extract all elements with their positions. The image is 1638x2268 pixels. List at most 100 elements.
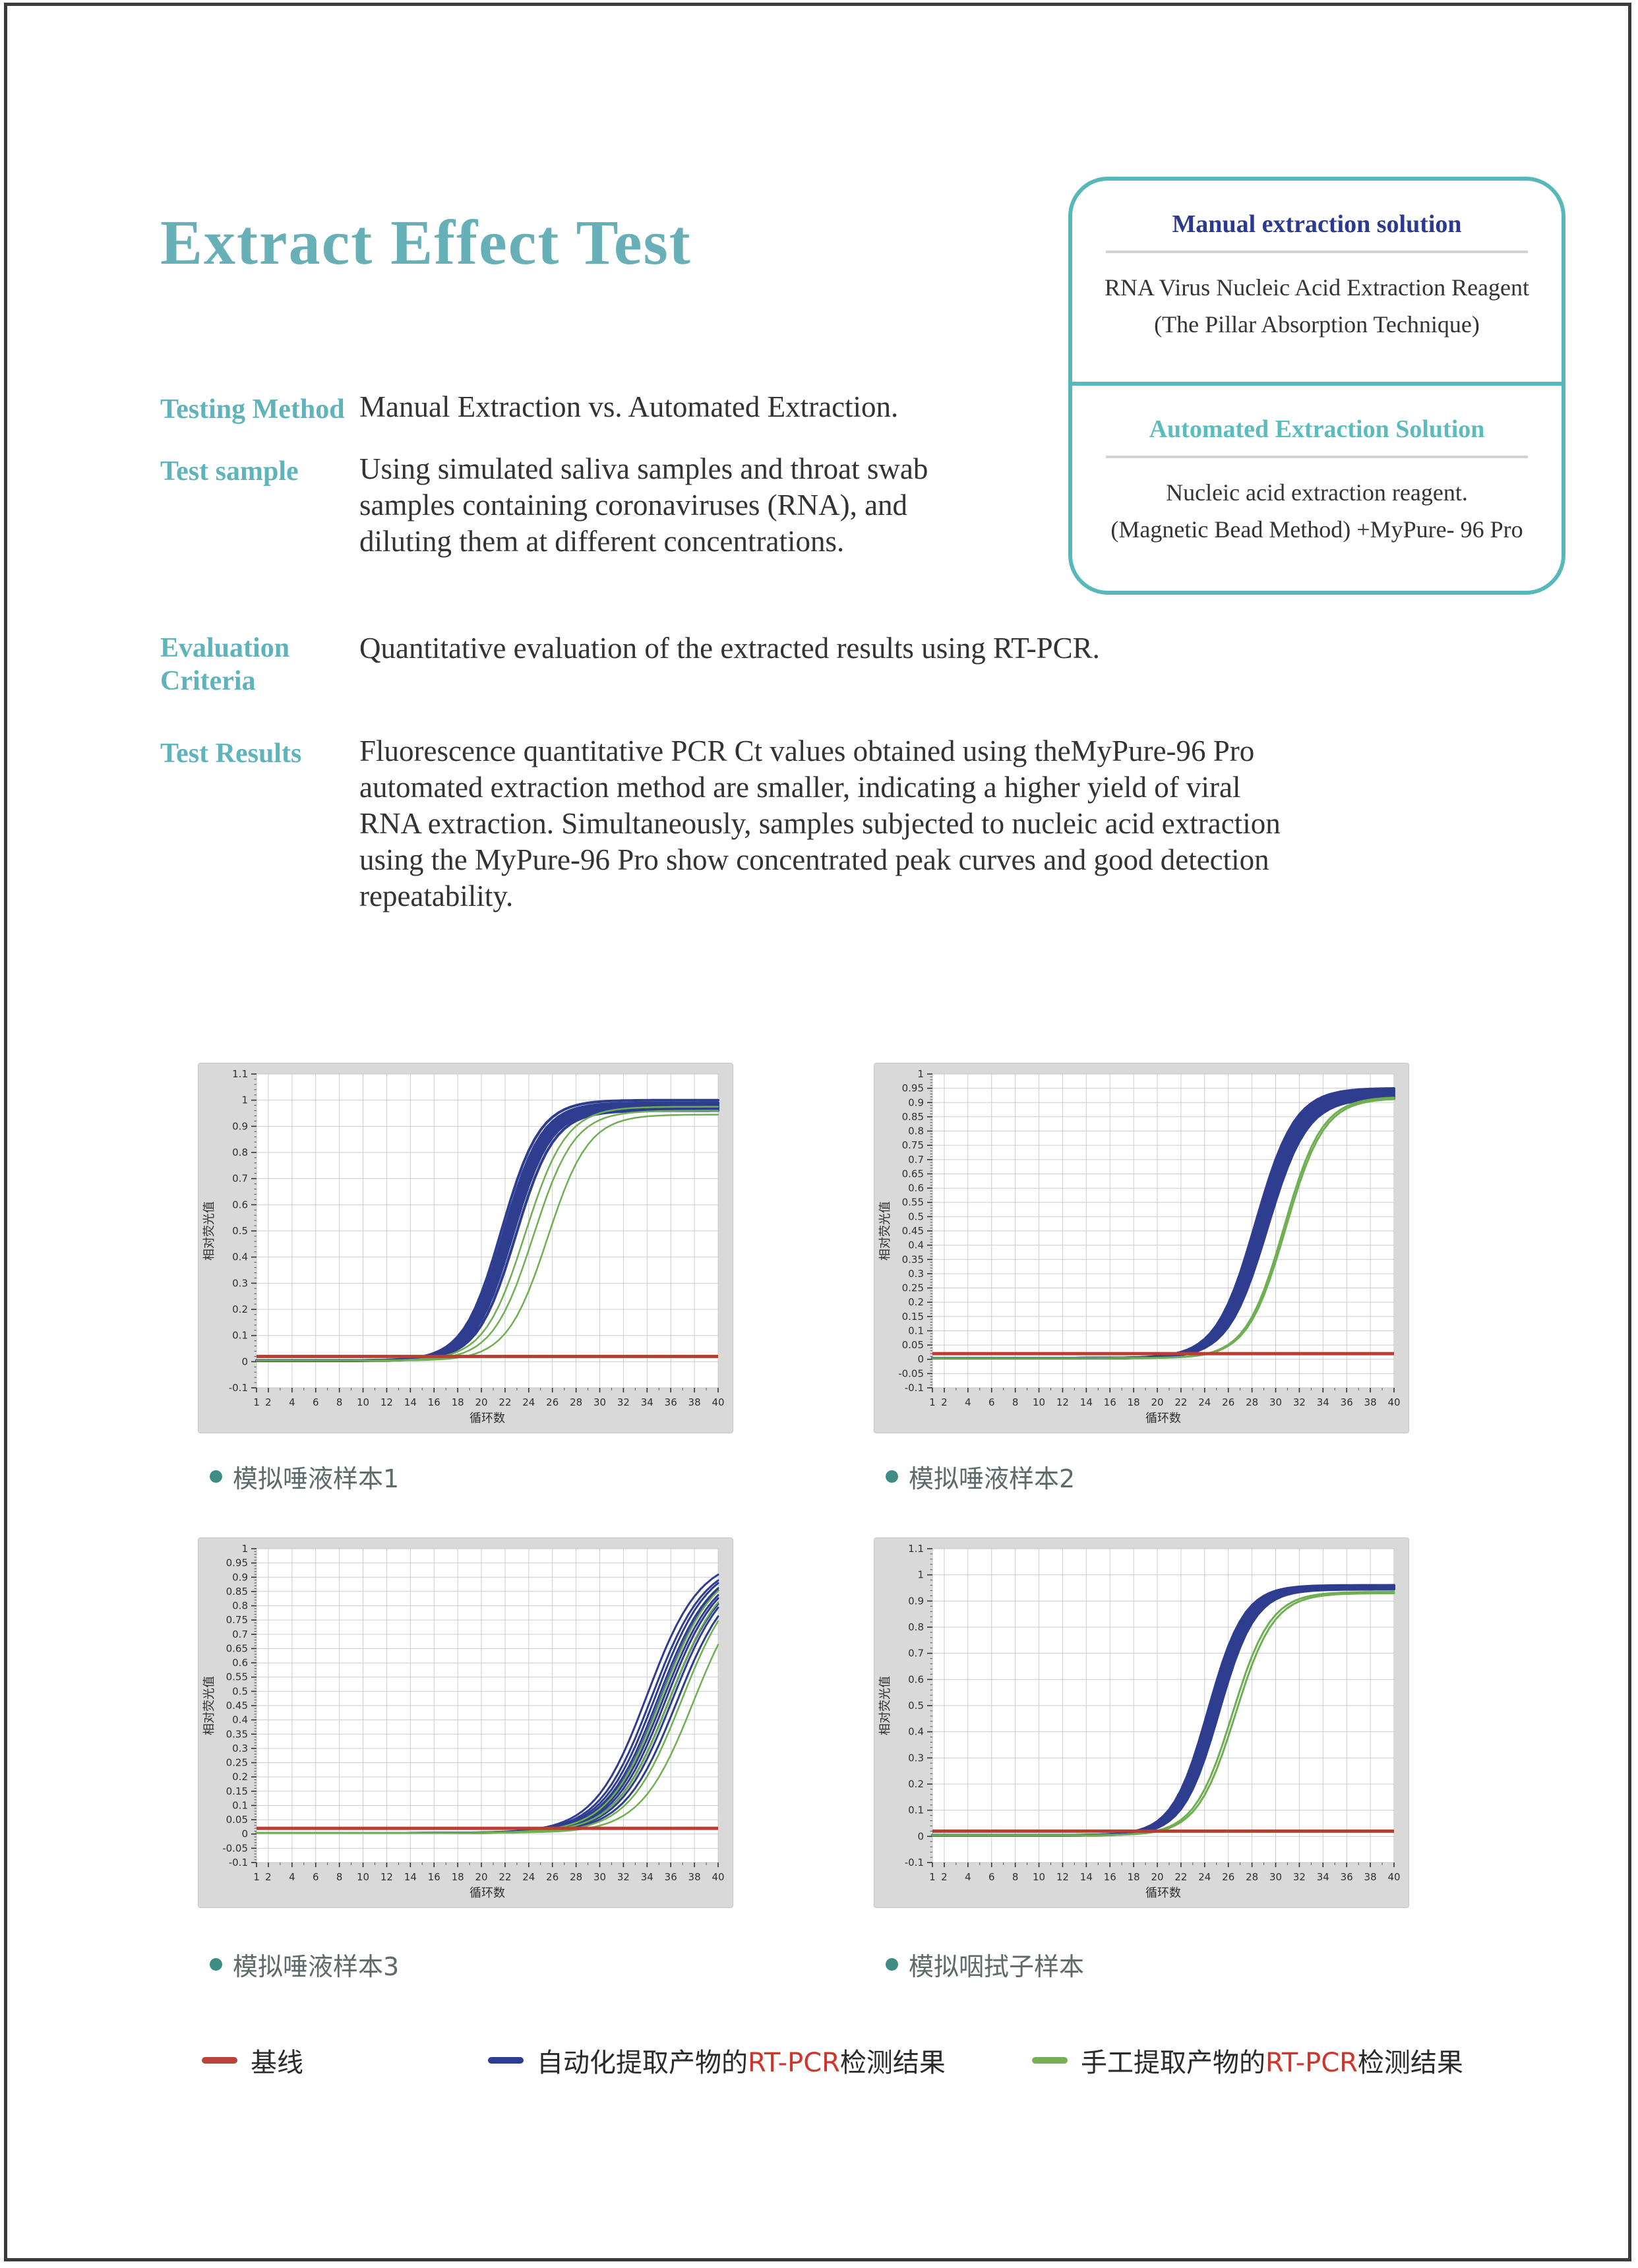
caption-saliva-sample-1: 模拟唾液样本1 xyxy=(210,1458,399,1495)
svg-text:4: 4 xyxy=(965,1396,971,1408)
svg-text:26: 26 xyxy=(1222,1871,1234,1883)
svg-text:20: 20 xyxy=(1151,1396,1163,1408)
svg-text:32: 32 xyxy=(617,1871,630,1883)
svg-text:24: 24 xyxy=(522,1396,535,1408)
svg-text:0.95: 0.95 xyxy=(226,1557,248,1569)
svg-text:1: 1 xyxy=(917,1569,924,1581)
svg-text:2: 2 xyxy=(265,1871,272,1883)
svg-text:24: 24 xyxy=(522,1871,535,1883)
svg-text:12: 12 xyxy=(1056,1871,1069,1883)
svg-text:4: 4 xyxy=(289,1871,295,1883)
svg-text:14: 14 xyxy=(404,1396,417,1408)
svg-text:38: 38 xyxy=(688,1396,701,1408)
svg-text:0.3: 0.3 xyxy=(232,1743,248,1754)
svg-text:相对荧光值: 相对荧光值 xyxy=(202,1201,216,1261)
svg-text:-0.1: -0.1 xyxy=(229,1382,248,1394)
svg-text:18: 18 xyxy=(1128,1871,1140,1883)
svg-text:30: 30 xyxy=(1269,1871,1282,1883)
label-evaluation-criteria: Evaluation Criteria xyxy=(160,633,290,696)
svg-text:相对荧光值: 相对荧光值 xyxy=(878,1201,892,1261)
svg-text:0.25: 0.25 xyxy=(902,1282,924,1294)
svg-text:32: 32 xyxy=(1293,1396,1306,1408)
svg-text:-0.05: -0.05 xyxy=(222,1842,248,1854)
svg-text:28: 28 xyxy=(1246,1871,1258,1883)
svg-text:18: 18 xyxy=(452,1871,464,1883)
svg-text:0.4: 0.4 xyxy=(232,1251,248,1263)
svg-text:-0.1: -0.1 xyxy=(905,1382,924,1394)
svg-text:12: 12 xyxy=(380,1396,393,1408)
svg-text:0.3: 0.3 xyxy=(908,1752,924,1764)
text-evaluation-criteria: Quantitative evaluation of the extracted… xyxy=(359,632,1100,665)
svg-text:10: 10 xyxy=(1033,1871,1045,1883)
divider xyxy=(1106,251,1528,253)
svg-text:40: 40 xyxy=(712,1871,724,1883)
bullet-icon xyxy=(210,1958,222,1971)
manual-extraction-line1: RNA Virus Nucleic Acid Extraction Reagen… xyxy=(1104,274,1530,301)
svg-text:8: 8 xyxy=(336,1396,343,1408)
svg-text:40: 40 xyxy=(1387,1396,1400,1408)
text-test-sample: Using simulated saliva samples and throa… xyxy=(359,452,928,558)
svg-text:32: 32 xyxy=(617,1396,630,1408)
svg-text:18: 18 xyxy=(1128,1396,1140,1408)
svg-text:16: 16 xyxy=(428,1871,440,1883)
svg-text:0.2: 0.2 xyxy=(908,1778,924,1790)
svg-text:0.8: 0.8 xyxy=(232,1147,248,1158)
svg-text:1: 1 xyxy=(929,1396,936,1408)
svg-text:8: 8 xyxy=(336,1871,343,1883)
svg-text:0.1: 0.1 xyxy=(908,1325,924,1336)
svg-text:0.45: 0.45 xyxy=(902,1225,924,1237)
svg-text:0.9: 0.9 xyxy=(232,1120,248,1132)
amplification-plot: -0.100.10.20.30.40.50.60.70.80.911.11 2 4 6… xyxy=(202,1068,725,1425)
svg-text:10: 10 xyxy=(357,1396,369,1408)
svg-text:0.35: 0.35 xyxy=(226,1728,248,1740)
svg-text:0.8: 0.8 xyxy=(908,1125,924,1137)
bullet-icon xyxy=(886,1958,898,1971)
svg-text:0.2: 0.2 xyxy=(232,1303,248,1315)
svg-text:8: 8 xyxy=(1012,1871,1019,1883)
svg-text:0.9: 0.9 xyxy=(908,1595,924,1607)
automated-extraction-line1: Nucleic acid extraction reagent. xyxy=(1166,479,1468,506)
pcr-chart-throat-swab-sample: -0.1 0 0.1 0.2 0.3 0.4 0.5 0.6 0.7 0.8 0.9 1 1.1 1 2 4 6… xyxy=(874,1537,1409,1908)
svg-text:22: 22 xyxy=(1174,1396,1187,1408)
svg-text:0.05: 0.05 xyxy=(226,1814,248,1826)
svg-text:0.35: 0.35 xyxy=(902,1253,924,1265)
legend-item-automated: 自动化提取产物的RT-PCR检测结果 xyxy=(488,2041,946,2079)
caption-saliva-sample-3: 模拟唾液样本3 xyxy=(210,1946,399,1983)
svg-text:0.75: 0.75 xyxy=(902,1139,924,1151)
svg-text:0.1: 0.1 xyxy=(908,1805,924,1816)
svg-text:0.15: 0.15 xyxy=(902,1311,924,1323)
svg-text:28: 28 xyxy=(1246,1396,1258,1408)
svg-text:40: 40 xyxy=(712,1396,724,1408)
svg-text:0.65: 0.65 xyxy=(902,1168,924,1179)
svg-text:36: 36 xyxy=(665,1871,677,1883)
svg-text:0.8: 0.8 xyxy=(232,1600,248,1612)
pcr-chart-saliva-sample-2: -0.1 -0.05 0 0.05 0.1 0.15 0.2 0.25 0.3 0.35 0.4 0.… xyxy=(874,1063,1409,1433)
label-test-results: Test Results xyxy=(160,738,302,769)
svg-text:26: 26 xyxy=(546,1871,559,1883)
svg-text:2: 2 xyxy=(941,1871,948,1883)
svg-text:4: 4 xyxy=(965,1871,971,1883)
svg-text:0.4: 0.4 xyxy=(908,1239,924,1251)
svg-text:38: 38 xyxy=(1364,1871,1377,1883)
svg-text:循环数: 循环数 xyxy=(1145,1412,1181,1425)
svg-text:1: 1 xyxy=(253,1396,260,1408)
svg-text:18: 18 xyxy=(452,1396,464,1408)
svg-text:28: 28 xyxy=(570,1396,582,1408)
svg-text:0.65: 0.65 xyxy=(226,1642,248,1654)
svg-text:0.45: 0.45 xyxy=(226,1700,248,1712)
svg-text:6: 6 xyxy=(313,1396,319,1408)
svg-text:30: 30 xyxy=(593,1396,606,1408)
svg-text:0: 0 xyxy=(241,1356,248,1367)
svg-text:0.9: 0.9 xyxy=(232,1571,248,1583)
svg-text:34: 34 xyxy=(1317,1396,1329,1408)
automated-extraction-section: Automated Extraction Solution Nucleic ac… xyxy=(1072,386,1562,587)
svg-text:0.5: 0.5 xyxy=(232,1225,248,1237)
svg-text:0.7: 0.7 xyxy=(232,1173,248,1185)
legend-swatch-manual xyxy=(1032,2057,1068,2064)
svg-text:34: 34 xyxy=(1317,1871,1329,1883)
svg-text:26: 26 xyxy=(1222,1396,1234,1408)
svg-text:0: 0 xyxy=(917,1830,924,1842)
svg-text:16: 16 xyxy=(1104,1871,1116,1883)
svg-text:34: 34 xyxy=(641,1871,653,1883)
text-testing-method: Manual Extraction vs. Automated Extracti… xyxy=(359,390,899,423)
